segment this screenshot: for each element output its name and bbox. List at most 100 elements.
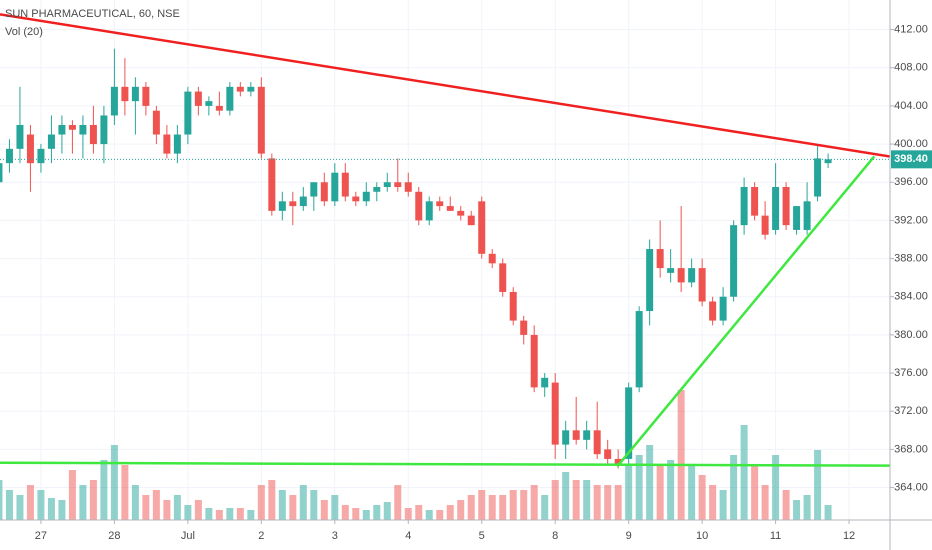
volume-bar — [740, 425, 748, 520]
volume-bar — [656, 465, 664, 520]
volume-bar — [803, 495, 811, 520]
volume-bar — [215, 510, 223, 520]
volume-bar — [331, 495, 339, 520]
candle-body — [310, 182, 318, 197]
volume-bar — [583, 480, 591, 520]
volume-bar — [436, 510, 444, 520]
candle-body — [16, 124, 24, 149]
volume-bar — [362, 510, 370, 520]
volume-bar — [110, 445, 118, 520]
volume-bar — [646, 445, 654, 520]
candle-body — [656, 249, 664, 269]
candle-body — [635, 311, 643, 388]
candle-body — [509, 291, 517, 321]
volume-bar — [667, 460, 675, 520]
candle-body — [341, 172, 349, 197]
volume-layer — [0, 390, 832, 520]
volume-bar — [278, 490, 286, 520]
volume-bar — [205, 508, 213, 520]
candle-body — [478, 201, 486, 254]
y-tick-label: 400.00 — [894, 138, 928, 150]
indicator-label: Vol (20) — [5, 26, 43, 38]
y-tick-label: 396.00 — [894, 176, 928, 188]
volume-bar — [383, 502, 391, 520]
volume-bar — [5, 490, 13, 520]
y-tick-label: 412.00 — [894, 23, 928, 35]
volume-bar — [289, 495, 297, 520]
volume-bar — [814, 450, 822, 520]
volume-bar — [614, 485, 622, 520]
volume-bar — [404, 508, 412, 520]
candle-body — [226, 86, 234, 111]
candle-layer — [0, 48, 832, 469]
candle-body — [551, 382, 559, 445]
trend-line — [0, 461, 891, 467]
candle-body — [352, 196, 360, 202]
y-tick-label: 368.00 — [894, 443, 928, 455]
y-tick-label: 372.00 — [894, 405, 928, 417]
last-price-label: 398.40 — [894, 153, 928, 165]
axes: 364.00 368.00 372.00 376.00 380.00 384.00 388.… — [35, 23, 928, 541]
candle-body — [541, 377, 549, 388]
x-tick-label: 4 — [405, 530, 411, 542]
candle-body — [814, 158, 822, 197]
candle-body — [499, 263, 507, 292]
y-tick-label: 384.00 — [894, 291, 928, 303]
volume-bar — [247, 510, 255, 520]
candle-body — [719, 296, 727, 321]
volume-bar — [320, 500, 328, 520]
x-tick-label: 11 — [770, 530, 781, 542]
y-tick-label: 388.00 — [894, 252, 928, 264]
candle-body — [236, 86, 244, 92]
candle-body — [268, 158, 276, 211]
last-price-box — [891, 150, 932, 169]
trend-lines — [0, 13, 891, 468]
volume-bar — [173, 495, 181, 520]
volume-bar — [352, 508, 360, 520]
volume-bar — [152, 490, 160, 520]
volume-bar — [47, 498, 55, 520]
volume-bar — [593, 485, 601, 520]
candle-body — [58, 124, 66, 135]
candle-body — [299, 196, 307, 207]
candle-body — [698, 268, 706, 302]
volume-bar — [194, 500, 202, 520]
candle-body — [782, 187, 790, 226]
candle-body — [793, 206, 801, 230]
volume-bar — [635, 455, 643, 520]
x-tick-label: 8 — [552, 530, 558, 542]
candle-body — [26, 134, 34, 164]
candle-body — [383, 182, 391, 188]
candle-body — [0, 163, 3, 183]
x-tick-label: 12 — [843, 530, 855, 542]
volume-bar — [446, 505, 454, 520]
volume-bar — [0, 480, 3, 520]
volume-bar — [236, 508, 244, 520]
y-axis-bg — [890, 0, 932, 550]
y-tick-label: 392.00 — [894, 214, 928, 226]
trend-line — [0, 13, 891, 158]
candle-body — [761, 215, 769, 235]
candle-body — [89, 124, 97, 145]
volume-bar — [373, 505, 381, 520]
candle-body — [436, 201, 444, 207]
candle-body — [131, 86, 139, 102]
volume-bar — [257, 485, 265, 520]
volume-bar — [16, 495, 24, 520]
x-tick-label: 2 — [258, 530, 264, 542]
volume-bar — [688, 465, 696, 520]
candle-body — [488, 253, 496, 264]
volume-bar — [415, 505, 423, 520]
volume-bar — [499, 495, 507, 520]
candle-body — [205, 101, 213, 106]
x-tick-label: 27 — [35, 530, 47, 542]
x-tick-label: 9 — [626, 530, 632, 542]
volume-bar — [457, 500, 465, 520]
volume-bar — [551, 480, 559, 520]
volume-bar — [163, 500, 171, 520]
volume-bar — [184, 505, 192, 520]
volume-bar — [572, 480, 580, 520]
volume-bar — [604, 485, 612, 520]
candle-body — [520, 320, 528, 335]
